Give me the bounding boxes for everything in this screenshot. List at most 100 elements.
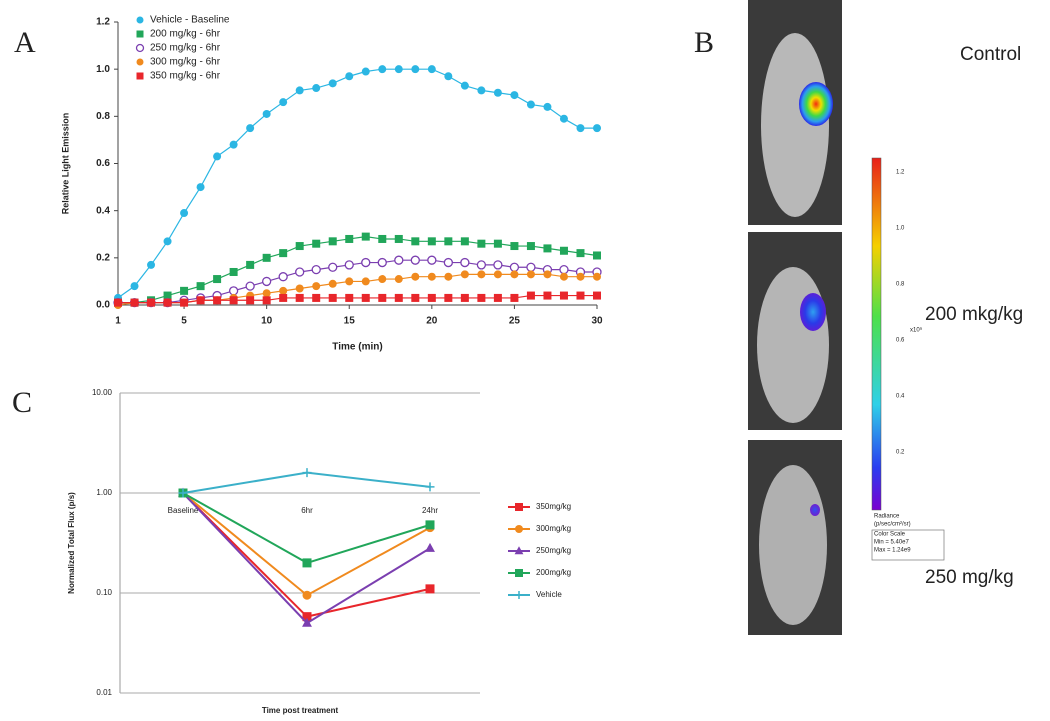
marker (477, 86, 486, 95)
series-line (118, 236, 598, 304)
marker (178, 488, 188, 498)
mouse (757, 267, 829, 423)
y-tick-label: 0.8 (96, 111, 110, 122)
marker (493, 293, 502, 302)
marker (378, 234, 387, 243)
marker (378, 65, 387, 74)
marker (576, 124, 585, 133)
marker (460, 293, 469, 302)
marker (345, 277, 354, 286)
marker (515, 569, 523, 577)
panel-label: B (694, 26, 714, 59)
marker (425, 520, 435, 530)
marker (493, 88, 502, 97)
marker (302, 617, 312, 627)
colorbar-note: (p/sec/cm²/sr) (874, 522, 911, 528)
marker (410, 255, 420, 265)
marker (425, 482, 435, 492)
marker (130, 298, 139, 307)
marker (476, 260, 487, 270)
marker (443, 257, 453, 268)
marker (361, 257, 371, 268)
marker (559, 114, 568, 123)
marker (515, 525, 523, 533)
y-tick-label: 1.0 (96, 64, 110, 75)
marker (427, 237, 436, 246)
marker (361, 277, 370, 286)
marker (245, 281, 255, 291)
marker (427, 272, 436, 281)
legend-label: 200 mg/kg - 6hr (150, 29, 221, 40)
marker (246, 260, 255, 269)
marker (196, 296, 205, 305)
marker (411, 293, 420, 302)
marker (460, 270, 469, 279)
marker (328, 293, 337, 302)
marker (510, 91, 519, 100)
marker (427, 293, 436, 302)
marker (213, 275, 222, 284)
marker (515, 591, 523, 599)
marker (576, 249, 585, 258)
marker (229, 296, 238, 305)
marker (345, 234, 354, 243)
marker (246, 296, 255, 305)
x-tick-label: 10 (261, 316, 273, 327)
signal (799, 82, 833, 126)
marker (279, 98, 288, 107)
marker (593, 272, 601, 281)
marker (559, 291, 568, 300)
marker (262, 109, 271, 118)
x-tick-label: 30 (591, 316, 603, 327)
marker (515, 503, 523, 511)
marker (180, 286, 189, 295)
legend-label: Vehicle (536, 590, 562, 599)
panel-label: C (12, 386, 32, 419)
signal (810, 504, 820, 516)
marker (526, 291, 535, 300)
marker (228, 286, 239, 296)
marker (425, 584, 435, 594)
marker (328, 262, 338, 272)
marker (361, 293, 370, 302)
marker (295, 284, 304, 293)
marker (460, 257, 470, 268)
marker (295, 242, 304, 251)
marker (344, 260, 354, 270)
marker (493, 239, 502, 248)
colorbar (871, 157, 882, 511)
marker (444, 272, 453, 281)
marker (425, 542, 435, 552)
marker (444, 72, 453, 81)
marker (378, 275, 387, 284)
x-tick-label: 6hr (301, 506, 313, 515)
marker (136, 72, 144, 80)
marker (543, 102, 552, 111)
y-tick-label: 0.0 (96, 300, 110, 311)
marker (361, 67, 370, 76)
marker (411, 237, 420, 246)
y-tick-label: 1.2 (96, 17, 110, 28)
legend-label: 250mg/kg (536, 546, 571, 555)
y-tick-label: 0.2 (96, 252, 110, 263)
y-tick-label: 0.01 (96, 688, 112, 697)
marker (229, 267, 238, 276)
y-axis-label: Normalized Total Flux (p/s) (67, 492, 76, 594)
marker (278, 272, 288, 282)
marker (460, 237, 469, 246)
marker (493, 260, 503, 270)
marker (394, 275, 403, 284)
legend-label: 200mg/kg (536, 568, 571, 577)
marker (576, 272, 585, 281)
marker (213, 296, 222, 305)
marker (262, 296, 271, 305)
marker (377, 257, 387, 268)
legend-label: 300 mg/kg - 6hr (150, 57, 221, 68)
marker (312, 282, 321, 291)
marker (526, 242, 535, 251)
colorbar-tick-label: 0.6 (896, 338, 905, 344)
image-label: 250 mg/kg (925, 567, 1014, 588)
marker (559, 264, 569, 275)
marker (136, 30, 144, 38)
marker (114, 298, 122, 307)
